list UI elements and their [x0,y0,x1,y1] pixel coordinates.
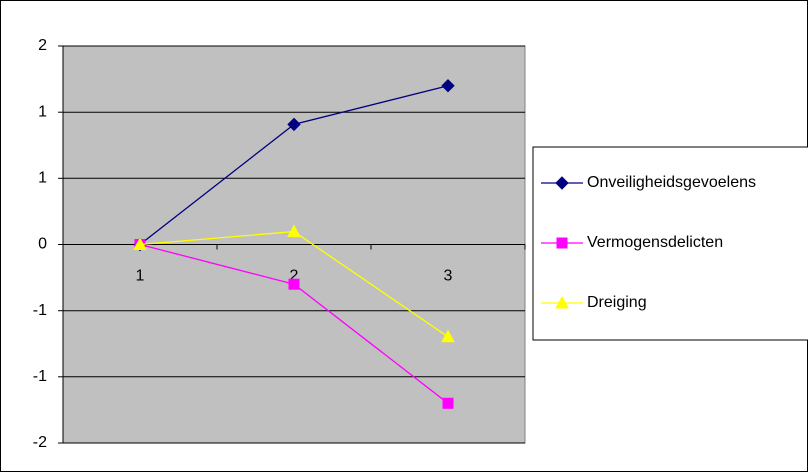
y-tick-label: 0 [38,236,47,253]
legend-marker [556,237,568,249]
y-tick-label: -2 [33,434,47,451]
data-point [441,78,455,93]
legend-marker [555,176,569,190]
y-tick-label: 1 [38,103,47,120]
data-point [441,329,455,343]
y-tick-label: 1 [38,170,47,187]
y-tick-label: 2 [38,37,47,54]
legend-label: Dreiging [587,294,647,311]
data-point [287,117,301,132]
data-point [133,237,147,250]
legend-label: Vermogensdelicten [587,234,723,251]
x-tick-label: 3 [444,268,453,285]
legend-label: Onveiligheidsgevoelens [587,174,756,191]
data-point [288,278,300,290]
data-point [287,224,301,238]
data-point [442,397,454,409]
x-tick-label: 1 [136,268,145,285]
x-tick-label: 2 [290,268,299,285]
legend-marker [555,295,569,309]
y-tick-label: -1 [33,368,47,385]
y-tick-label: -1 [33,302,47,319]
